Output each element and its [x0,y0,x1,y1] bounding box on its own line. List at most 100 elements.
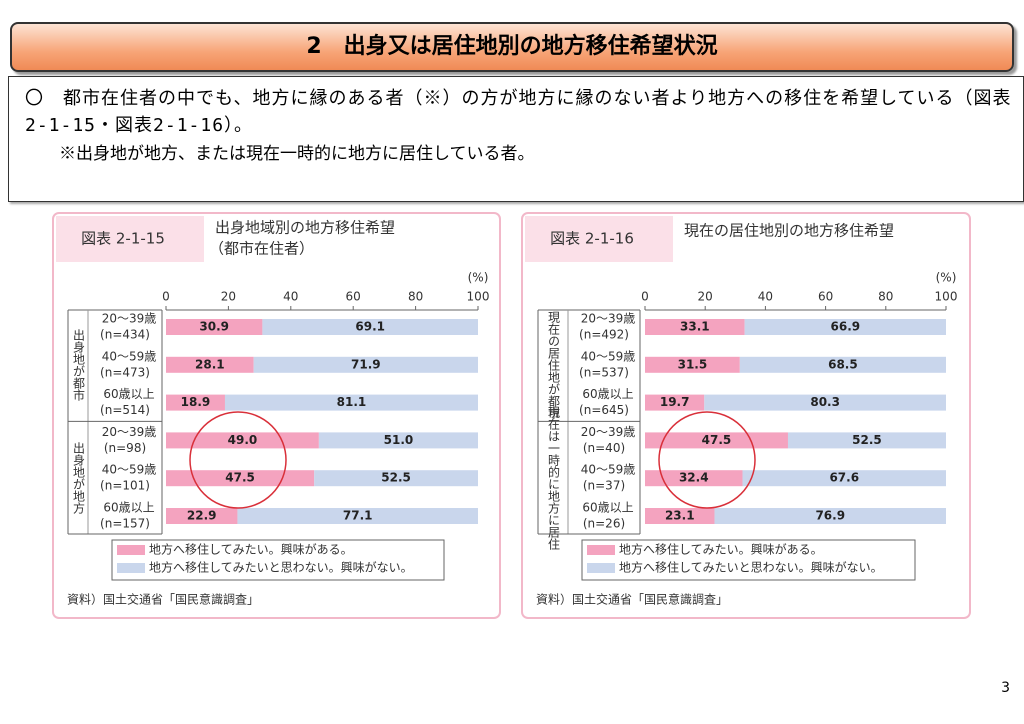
chart-title: 現在の居住地別の地方移住希望 [684,222,894,240]
category-label: 60歳以上 [103,501,154,515]
panel [521,212,971,619]
legend-box [581,539,916,581]
category-label: 20～39歳 [102,312,157,326]
category-label: 60歳以上 [582,501,633,515]
bar-segment [742,470,946,487]
bar-segment [166,356,254,373]
bar-segment [166,432,319,449]
category-n: (n=26) [583,517,625,531]
figure-label-box [56,216,204,262]
group-label: 出身地が都市 [72,328,86,400]
header-title: 2 出身又は居住地別の地方移住希望状況 [10,22,1014,72]
bar-segment [166,319,263,335]
category-label: 60歳以上 [103,387,154,401]
summary-box: 〇 都市在住者の中でも、地方に縁のある者（※）の方が地方に縁のない者より地方への… [8,76,1024,202]
bar-segment [739,356,946,373]
category-n: (n=37) [583,479,625,493]
category-n: (n=157) [100,517,150,531]
value-label: 19.7 [660,395,690,409]
value-label: 23.1 [665,509,695,523]
category-label: 20～39歳 [102,425,157,439]
value-label: 47.5 [702,433,732,447]
unit-label: (%) [468,271,489,285]
value-label: 81.1 [337,395,367,409]
bar-segment [714,508,946,524]
group-label: 出身地が地方 [72,442,86,515]
bar-segment [166,470,315,487]
legend-label: 地方へ移住してみたい。興味がある。 [149,542,353,557]
value-label: 32.4 [679,471,709,485]
legend-swatch [587,545,615,555]
bar-segment [744,319,946,335]
bar-segment [166,508,238,524]
x-tick-label: 80 [878,290,893,304]
group-label: 現在は一時的に地方に居住 [547,406,561,550]
bar-segment [318,432,478,449]
x-tick-label: 40 [283,290,298,304]
category-n: (n=40) [583,441,625,455]
unit-label: (%) [936,271,957,285]
category-label: 20～39歳 [581,425,636,439]
value-label: 68.5 [828,357,858,371]
x-tick-label: 80 [408,290,423,304]
value-label: 69.1 [355,320,385,334]
value-label: 80.3 [810,395,840,409]
value-label: 49.0 [228,433,258,447]
value-label: 67.6 [829,471,859,485]
bar-segment [166,394,225,411]
value-label: 31.5 [678,357,708,371]
x-tick-label: 60 [346,290,361,304]
category-label: 40～59歳 [102,463,157,477]
group-label: 現在の居住地が都市 [547,311,561,419]
value-label: 76.9 [815,509,845,523]
bar-segment [253,356,478,373]
x-tick-label: 60 [818,290,833,304]
legend-swatch [117,563,145,573]
category-n: (n=537) [579,365,629,379]
category-label: 40～59歳 [581,463,636,477]
value-label: 52.5 [381,471,411,485]
figure-label: 図表 2-1-15 [81,230,165,248]
summary-note: ※出身地が地方、または現在一時的に地方に居住している者。 [59,144,535,164]
category-n: (n=98) [104,441,146,455]
summary-bullet: 〇 都市在住者の中でも、地方に縁のある者（※）の方が地方に縁のない者より地方への… [25,88,1012,136]
category-label: 40～59歳 [581,349,636,363]
bar-segment [262,319,478,335]
bar-segment [314,470,478,487]
value-label: 30.9 [199,320,229,334]
chart-subtitle: （都市在住者） [209,240,314,258]
value-label: 51.0 [384,433,414,447]
bar-segment [704,394,946,411]
category-n: (n=514) [100,403,150,417]
bar-segment [645,356,740,373]
value-label: 77.1 [343,509,373,523]
value-label: 47.5 [225,471,255,485]
legend-swatch [117,545,145,555]
category-n: (n=645) [579,403,629,417]
bar-segment [645,319,745,335]
source: 資料）国土交通省「国民意識調査」 [536,592,728,607]
category-n: (n=434) [100,328,150,342]
x-tick-label: 0 [162,290,170,304]
legend-swatch [587,563,615,573]
value-label: 71.9 [351,357,381,371]
page-number: 3 [1001,680,1010,696]
x-tick-label: 20 [221,290,236,304]
highlight-circle [658,411,756,509]
bar-segment [645,508,715,524]
category-n: (n=492) [579,328,629,342]
category-n: (n=473) [100,365,150,379]
x-tick-label: 100 [467,290,490,304]
legend-box [111,539,445,581]
x-tick-label: 40 [758,290,773,304]
category-label: 20～39歳 [581,312,636,326]
bar-segment [224,394,478,411]
value-label: 28.1 [195,357,225,371]
value-label: 18.9 [181,395,211,409]
legend-label: 地方へ移住してみたいと思わない。興味がない。 [149,560,413,575]
value-label: 33.1 [680,320,710,334]
bar-segment [237,508,478,524]
chart-title: 出身地域別の地方移住希望 [215,219,395,237]
category-n: (n=101) [100,479,150,493]
